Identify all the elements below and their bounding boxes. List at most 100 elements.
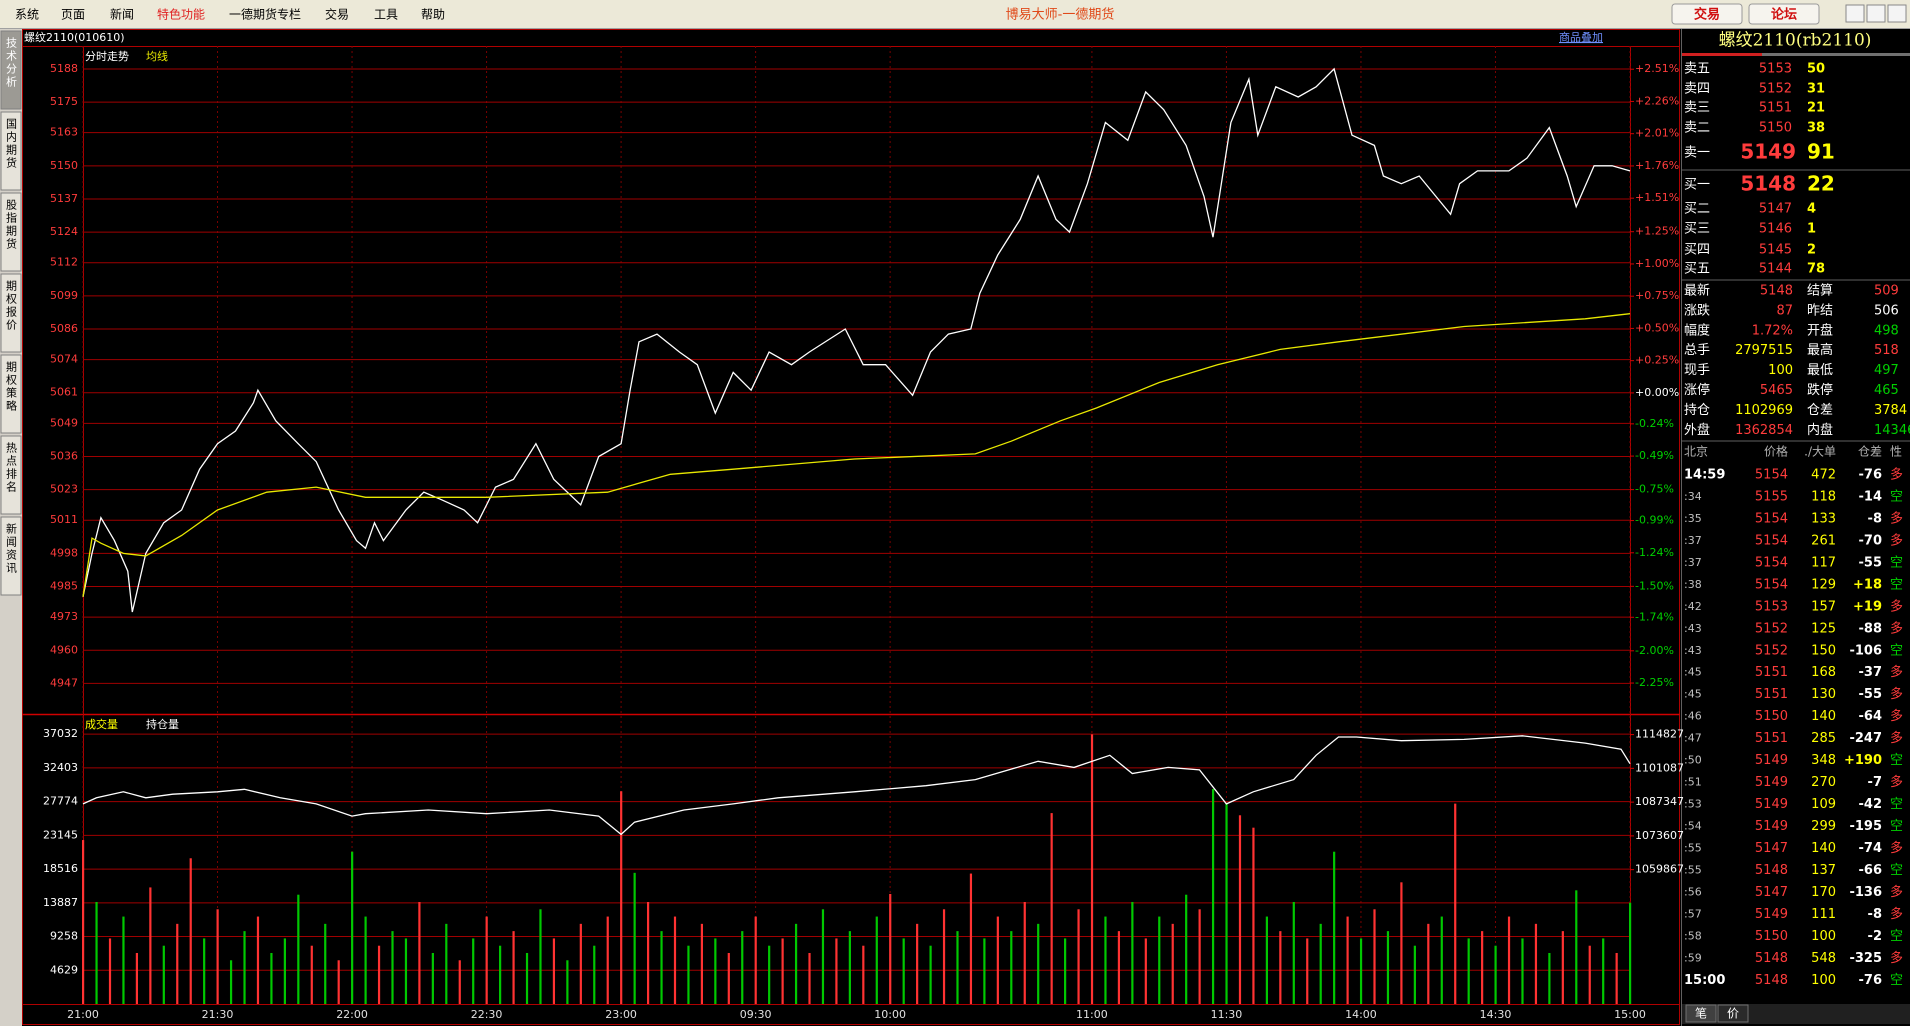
menu-item[interactable]: 交易 <box>325 7 349 22</box>
side-tab[interactable] <box>0 435 22 515</box>
side-tab[interactable] <box>0 30 22 110</box>
menu-item[interactable]: 工具 <box>374 8 398 22</box>
side-tab-label[interactable]: 热点排名 <box>5 442 18 494</box>
overlay-link[interactable]: 商品叠加 <box>1559 30 1603 44</box>
maximize-button[interactable] <box>1866 4 1886 23</box>
y-tick-label: 5150 <box>50 159 78 172</box>
side-tab[interactable] <box>0 111 22 191</box>
bottom-tab-label[interactable]: 笔 <box>1695 1006 1707 1021</box>
volume-bar <box>714 938 717 1004</box>
stat-label: 仓差 <box>1807 403 1833 418</box>
toolbar-button[interactable] <box>1671 3 1743 25</box>
minimize-button[interactable] <box>1845 4 1865 23</box>
volume-bar <box>1319 923 1322 1004</box>
y-tick-label: 27774 <box>43 795 78 808</box>
volume-bar <box>862 945 865 1004</box>
legend-entry: 均线 <box>146 49 168 63</box>
tick-volume: 130 <box>1811 687 1836 702</box>
x-tick-label: 10:00 <box>874 1008 906 1021</box>
volume-bar <box>969 873 973 1004</box>
menu-item[interactable]: 帮助 <box>421 8 445 22</box>
chart-frame <box>22 29 1680 1025</box>
side-tab[interactable] <box>0 192 22 272</box>
side-tab-label[interactable]: 期权报价 <box>5 280 18 332</box>
volume-bar <box>1575 890 1578 1004</box>
order-label: 卖一 <box>1684 146 1710 161</box>
tick-oi-change: -76 <box>1859 973 1883 988</box>
volume-bar <box>579 923 582 1004</box>
tick-volume: 285 <box>1811 731 1836 746</box>
bottom-tab[interactable] <box>1685 1004 1717 1023</box>
volume-bar <box>633 872 636 1004</box>
tick-nature: 多 <box>1890 686 1903 702</box>
order-label: 卖四 <box>1684 82 1710 97</box>
tick-volume: 111 <box>1811 907 1836 922</box>
tick-price: 5150 <box>1755 929 1788 944</box>
tick-nature: 多 <box>1890 884 1903 900</box>
side-tab[interactable] <box>0 273 22 353</box>
tick-oi-change: -8 <box>1868 511 1882 526</box>
tick-price: 5150 <box>1755 709 1788 724</box>
stat-value: 2797515 <box>1735 343 1793 358</box>
x-tick-label: 21:30 <box>202 1008 234 1021</box>
order-volume: 22 <box>1807 172 1835 196</box>
menu-item[interactable]: 新闻 <box>110 7 134 22</box>
side-tab-label[interactable]: 技术分析 <box>5 37 18 89</box>
close-button[interactable] <box>1887 4 1907 23</box>
volume-bar <box>902 938 905 1004</box>
y2-tick-label: +0.50% <box>1635 321 1679 334</box>
stat-label: 涨停 <box>1684 382 1710 398</box>
tick-price: 5154 <box>1755 577 1788 592</box>
bottom-tab[interactable] <box>1717 1004 1749 1023</box>
toolbar-button-label[interactable]: 交易 <box>1694 7 1720 23</box>
bottom-tab-label[interactable]: 价 <box>1727 1007 1739 1021</box>
volume-bar <box>1198 909 1201 1004</box>
tick-price: 5152 <box>1755 621 1788 636</box>
tick-oi-change: -7 <box>1868 775 1882 790</box>
order-volume: 1 <box>1807 222 1816 237</box>
series-line <box>82 735 1631 836</box>
stat-value: 1.72% <box>1752 323 1793 338</box>
tick-time: :59 <box>1684 951 1702 964</box>
side-tab-label[interactable]: 期权策略 <box>5 361 18 413</box>
volume-bar <box>404 938 408 1004</box>
volume-bar <box>1171 923 1174 1004</box>
menu-item[interactable]: 页面 <box>61 8 85 22</box>
toolbar-button-label[interactable]: 论坛 <box>1771 7 1797 23</box>
tick-price: 5154 <box>1755 511 1788 526</box>
x-tick-label: 21:00 <box>67 1008 99 1021</box>
tick-oi-change: -42 <box>1859 797 1883 812</box>
y-tick-label: 5023 <box>50 483 78 496</box>
side-tab-label[interactable]: 股指期货 <box>5 199 18 251</box>
volume-bar <box>660 931 663 1004</box>
volume-bar <box>916 923 919 1004</box>
side-tab[interactable] <box>0 516 22 596</box>
side-tab-label[interactable]: 新闻资讯 <box>5 522 18 575</box>
y2-tick-label: -0.49% <box>1635 449 1674 462</box>
menu-item[interactable]: 一德期货专栏 <box>229 7 301 22</box>
stat-value: 509 <box>1874 284 1899 299</box>
volume-bar <box>794 923 798 1004</box>
side-tab-label[interactable]: 国内期货 <box>5 118 18 170</box>
tick-nature: 空 <box>1890 643 1903 658</box>
y2-tick-label: -1.24% <box>1635 546 1674 559</box>
y-tick-label: 5163 <box>50 126 78 139</box>
volume-bar <box>122 916 125 1004</box>
volume-bar <box>848 931 851 1004</box>
volume-bar <box>1588 945 1591 1004</box>
volume-bar <box>418 901 421 1004</box>
side-tab[interactable] <box>0 354 22 434</box>
volume-bar <box>1010 931 1013 1004</box>
toolbar-button[interactable] <box>1748 3 1820 25</box>
y-tick-label: 5124 <box>50 225 78 238</box>
tick-nature: 空 <box>1890 819 1903 834</box>
menu-item[interactable]: 系统 <box>15 8 39 22</box>
tick-time: :42 <box>1684 600 1702 613</box>
volume-bar <box>1279 931 1282 1004</box>
volume-bar <box>1534 923 1538 1004</box>
order-volume: 91 <box>1807 140 1835 164</box>
tick-nature: 空 <box>1890 929 1903 944</box>
chart-symbol: 螺纹2110(010610) <box>24 30 125 44</box>
order-label: 卖二 <box>1684 121 1710 136</box>
menu-item[interactable]: 特色功能 <box>157 7 205 22</box>
